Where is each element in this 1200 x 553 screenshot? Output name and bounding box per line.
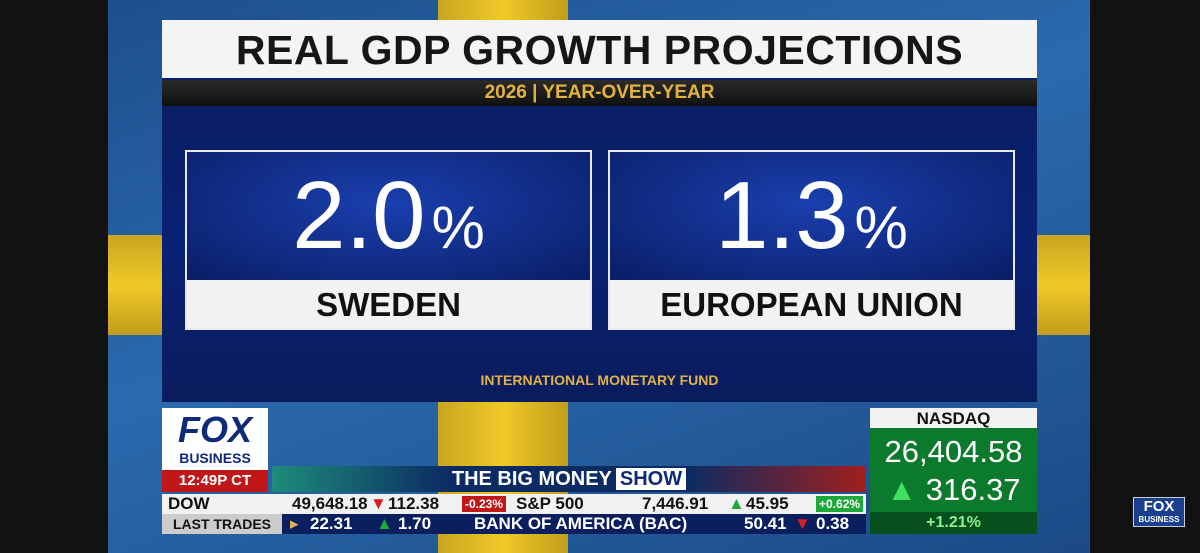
ticker-change: 45.95 — [746, 494, 789, 513]
unit: % — [854, 194, 908, 261]
index-change: ▲ 316.37 — [870, 472, 1037, 508]
source: INTERNATIONAL MONETARY FUND — [480, 372, 719, 388]
value: 2.0 — [292, 162, 426, 269]
brand: FOX — [177, 409, 252, 450]
brand-sub: BUSINESS — [179, 450, 251, 466]
ticker-change: 0.38 — [816, 514, 850, 533]
down-arrow: ▼ — [370, 494, 387, 513]
ticker-pct: +0.62% — [816, 496, 864, 512]
stat-label: EUROPEAN UNION — [610, 280, 1013, 328]
title: REAL GDP GROWTH PROJECTIONS — [162, 20, 1037, 78]
stat-card: 2.0% SWEDEN — [185, 150, 592, 330]
ticker-name: S&P 500 — [516, 494, 584, 513]
index-pct: +1.21% — [870, 512, 1037, 534]
ticker-row: LAST TRADES ▸ 22.31 ▲ 1.70 BANK OF AMERI… — [162, 514, 866, 534]
down-arrow: ▼ — [794, 514, 811, 533]
corner-logo: FOX BUSINESS — [1133, 497, 1185, 527]
ticker-label: LAST TRADES — [162, 514, 282, 534]
value: 1.3 — [715, 162, 849, 269]
clock: 12:49P CT — [162, 470, 268, 492]
ticker-price: 50.41 — [744, 514, 787, 533]
ticker-pct: -0.23% — [462, 496, 507, 512]
brand: FOX — [1143, 498, 1175, 515]
show-prefix: THE BIG MONEY — [451, 468, 612, 490]
index-name: NASDAQ — [870, 408, 1037, 428]
ticker-price: 22.31 — [310, 514, 353, 533]
index-box: NASDAQ 26,404.58 ▲ 316.37 +1.21% — [870, 408, 1037, 534]
brand-sub: BUSINESS — [1138, 515, 1180, 524]
stat-card: 1.3% EUROPEAN UNION — [608, 150, 1015, 330]
unit: % — [431, 194, 485, 261]
show-name: SHOW — [615, 468, 687, 490]
ticker-price: 7,446.91 — [642, 494, 709, 513]
ticker-change: 1.70 — [398, 514, 432, 533]
subtitle: 2026 | YEAR-OVER-YEAR — [162, 80, 1037, 106]
up-arrow: ▲ — [376, 514, 393, 533]
up-arrow: ▲ — [886, 472, 918, 507]
stat-value: 2.0% — [187, 152, 590, 280]
ticker-row: DOW 49,648.18 ▼ 112.38 -0.23% S&P 500 7,… — [162, 494, 866, 514]
stat-value: 1.3% — [610, 152, 1013, 280]
ticker-price: 49,648.18 — [292, 494, 368, 513]
stat-label: SWEDEN — [187, 280, 590, 328]
index-value: 26,404.58 — [884, 434, 1023, 469]
ticker-company: BANK OF AMERICA (BAC) — [474, 514, 688, 533]
ticker-change: 112.38 — [388, 494, 440, 513]
play-arrow: ▸ — [290, 514, 299, 533]
network-logo: FOX BUSINESS — [162, 408, 268, 470]
graphic-panel: REAL GDP GROWTH PROJECTIONS 2026 | YEAR-… — [162, 20, 1037, 402]
up-arrow: ▲ — [728, 494, 745, 513]
ticker-name: DOW — [168, 494, 210, 513]
change: 316.37 — [925, 472, 1021, 507]
show-banner: THE BIG MONEY SHOW — [272, 466, 866, 492]
